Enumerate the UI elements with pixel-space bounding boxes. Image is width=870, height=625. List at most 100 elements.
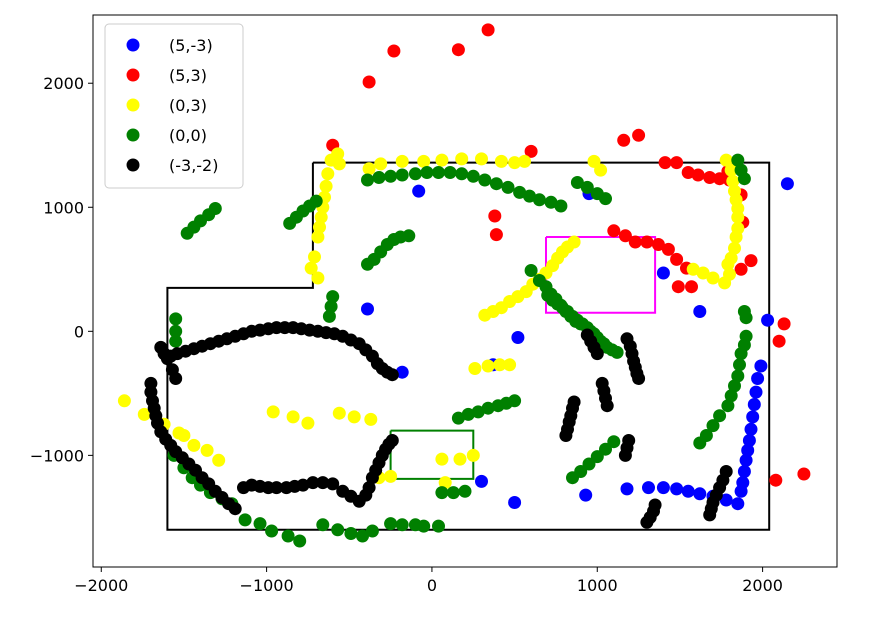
plot-frame <box>92 14 838 568</box>
point-series-2 <box>301 416 315 430</box>
point-series-3 <box>326 290 340 304</box>
y-axis: −1000 0 1000 2000 <box>30 74 93 465</box>
point-series-4 <box>169 372 183 385</box>
point-series-2 <box>364 412 378 426</box>
point-series-0 <box>475 474 488 488</box>
point-series-2 <box>518 154 531 168</box>
point-series-3 <box>599 192 612 206</box>
point-series-3 <box>395 518 409 532</box>
point-series-2 <box>177 429 191 442</box>
point-series-1 <box>524 144 538 158</box>
point-series-1 <box>607 224 621 238</box>
point-series-3 <box>432 166 445 179</box>
point-series-1 <box>797 467 811 481</box>
point-series-3 <box>322 309 336 323</box>
point-series-0 <box>656 481 670 495</box>
point-series-4 <box>316 476 330 490</box>
point-series-2 <box>455 152 469 166</box>
point-series-2 <box>728 241 741 255</box>
point-series-2 <box>212 453 226 467</box>
point-series-3 <box>402 229 416 243</box>
point-series-1 <box>628 235 642 249</box>
point-series-4 <box>590 347 604 361</box>
point-series-0 <box>731 497 745 511</box>
point-series-3 <box>733 358 746 372</box>
point-series-3 <box>331 523 345 537</box>
legend-marker <box>126 38 140 52</box>
point-series-2 <box>706 271 720 285</box>
point-series-2 <box>117 394 131 408</box>
point-series-0 <box>754 359 768 373</box>
point-series-0 <box>744 422 758 436</box>
point-series-2 <box>266 405 280 419</box>
point-series-3 <box>281 529 295 543</box>
point-series-2 <box>686 262 700 276</box>
point-series-3 <box>713 409 727 423</box>
point-series-3 <box>180 226 194 240</box>
point-series-0 <box>620 482 634 496</box>
point-series-3 <box>384 169 398 183</box>
point-series-0 <box>749 385 763 399</box>
point-series-1 <box>670 252 684 266</box>
point-series-3 <box>582 457 596 471</box>
point-series-4 <box>559 429 573 442</box>
point-series-3 <box>420 166 434 179</box>
point-series-1 <box>661 242 675 256</box>
point-series-3 <box>432 519 445 533</box>
point-series-3 <box>293 534 307 548</box>
point-series-1 <box>691 168 705 182</box>
point-series-0 <box>746 410 760 424</box>
x-tick-label: −2000 <box>74 576 128 595</box>
point-series-2 <box>494 154 508 168</box>
annotation-boxes <box>166 161 771 531</box>
point-series-4 <box>270 481 283 495</box>
point-series-3 <box>461 407 475 421</box>
point-series-0 <box>737 465 751 478</box>
point-series-1 <box>618 229 632 243</box>
point-series-3 <box>737 172 751 186</box>
point-series-3 <box>365 524 379 538</box>
point-series-1 <box>777 317 791 331</box>
point-series-2 <box>324 153 338 167</box>
point-series-3 <box>356 529 369 543</box>
point-series-3 <box>408 167 422 181</box>
point-series-3 <box>724 389 738 403</box>
point-series-3 <box>417 519 431 533</box>
point-series-4 <box>362 481 376 495</box>
point-series-2 <box>481 359 495 373</box>
legend-label: (0,3) <box>169 96 207 115</box>
point-series-2 <box>347 410 361 424</box>
point-series-0 <box>395 365 409 379</box>
point-series-0 <box>656 266 670 280</box>
point-series-3 <box>731 369 745 383</box>
legend-marker <box>126 158 140 172</box>
y-tick-label: −1000 <box>30 446 84 465</box>
point-series-3 <box>238 513 252 527</box>
point-series-3 <box>728 379 741 393</box>
point-series-3 <box>570 176 584 189</box>
point-series-2 <box>311 271 325 285</box>
point-series-3 <box>721 399 735 413</box>
point-series-0 <box>761 313 775 327</box>
legend-marker <box>126 98 140 112</box>
point-series-2 <box>417 154 431 168</box>
point-series-4 <box>385 434 399 447</box>
point-series-2 <box>493 358 507 372</box>
point-series-3 <box>566 471 579 485</box>
legend-label: (5,-3) <box>169 36 213 55</box>
point-series-3 <box>478 173 492 187</box>
point-series-0 <box>579 488 593 502</box>
point-series-1 <box>489 228 503 242</box>
y-tick-label: 0 <box>74 322 84 341</box>
point-series-2 <box>718 276 732 290</box>
point-series-2 <box>508 156 522 170</box>
point-series-3 <box>435 486 449 500</box>
point-series-3 <box>265 524 279 538</box>
point-series-3 <box>466 169 480 183</box>
point-series-3 <box>580 180 594 194</box>
point-series-3 <box>316 518 330 532</box>
point-series-0 <box>670 482 684 496</box>
point-series-3 <box>610 345 624 359</box>
point-series-1 <box>451 43 465 57</box>
